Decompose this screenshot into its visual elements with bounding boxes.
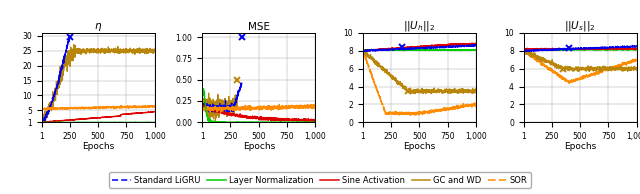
X-axis label: Epochs: Epochs — [403, 142, 436, 151]
X-axis label: Epochs: Epochs — [82, 142, 115, 151]
X-axis label: Epochs: Epochs — [564, 142, 596, 151]
X-axis label: Epochs: Epochs — [243, 142, 275, 151]
Title: $\eta$: $\eta$ — [94, 21, 102, 33]
Legend: Standard LiGRU, Layer Normalization, Sine Activation, GC and WD, SOR: Standard LiGRU, Layer Normalization, Sin… — [109, 172, 531, 188]
Title: MSE: MSE — [248, 22, 270, 32]
Title: $||U_s||_2$: $||U_s||_2$ — [564, 19, 596, 33]
Title: $||U_h||_2$: $||U_h||_2$ — [403, 19, 436, 33]
